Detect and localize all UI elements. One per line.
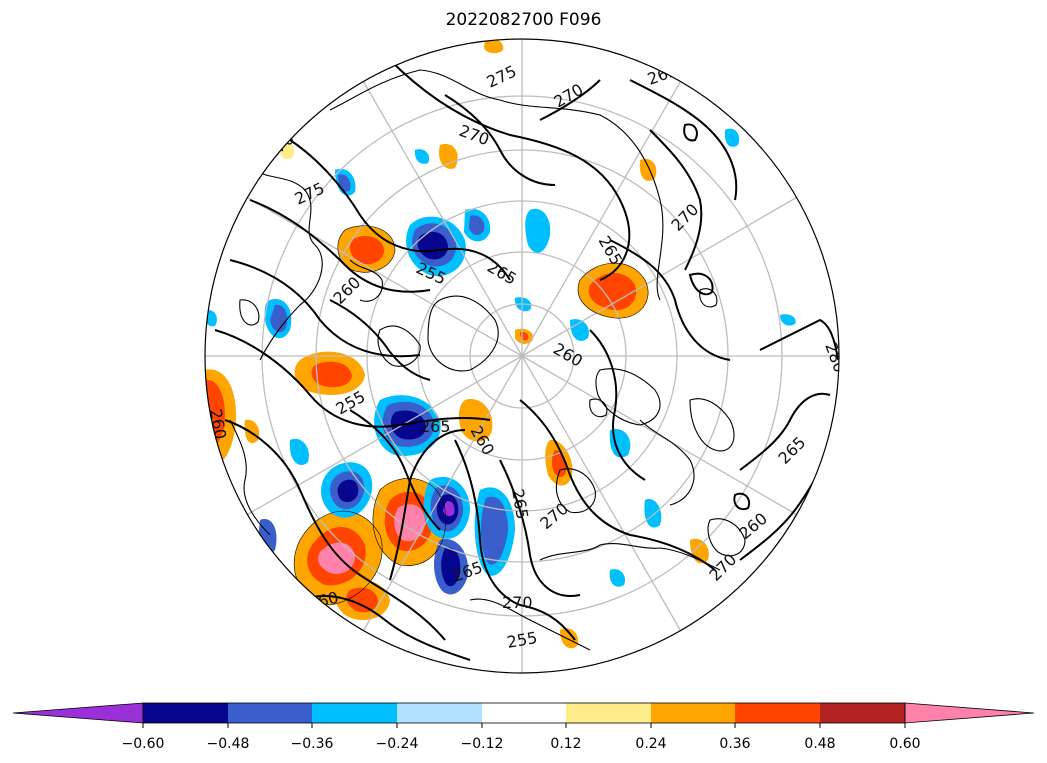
colorbar-bin xyxy=(820,703,905,723)
colorbar-tick-label: −0.12 xyxy=(461,736,504,752)
colorbar-tick-label: −0.24 xyxy=(376,736,419,752)
colorbar-tick-label: −0.36 xyxy=(291,736,334,752)
colorbar-bin xyxy=(143,703,228,723)
contour-label: 275 xyxy=(217,162,241,195)
map-boundary xyxy=(204,38,840,674)
colorbar-bin xyxy=(312,703,397,723)
colorbar-bin xyxy=(735,703,820,723)
colorbar-tick-label: −0.60 xyxy=(122,736,165,752)
colorbar-tick-labels: −0.60 −0.48 −0.36 −0.24 −0.12 0.12 0.24 … xyxy=(122,736,921,752)
colorbar-tick-label: 0.12 xyxy=(550,736,581,752)
colorbar-tick-label: 0.60 xyxy=(889,736,920,752)
colorbar-bin xyxy=(482,703,566,723)
colorbar-under-arrow xyxy=(12,702,144,724)
colorbar-over-arrow xyxy=(904,702,1035,724)
graticule xyxy=(205,39,839,673)
colorbar-bin xyxy=(651,703,735,723)
map-title: 2022082700 F096 xyxy=(445,10,602,30)
contour-label: 265 xyxy=(420,417,451,436)
colorbar-bin xyxy=(228,703,312,723)
coastlines xyxy=(229,69,746,651)
colorbar-tick-label: 0.48 xyxy=(804,736,835,752)
colorbar-ticks xyxy=(142,723,906,728)
colorbar-tick-label: −0.48 xyxy=(207,736,250,752)
map-disc: 275 270 265 270 275 270 265 260 255 260 … xyxy=(204,38,840,674)
colorbar-tick-label: 0.36 xyxy=(719,736,750,752)
colorbar-bin xyxy=(397,703,482,723)
colorbar-tick-label: 0.24 xyxy=(635,736,666,752)
contours xyxy=(214,59,839,661)
colorbar: −0.60 −0.48 −0.36 −0.24 −0.12 0.12 0.24 … xyxy=(12,702,1035,752)
colorbar-bin xyxy=(566,703,651,723)
contour-label: 270 xyxy=(502,593,533,612)
